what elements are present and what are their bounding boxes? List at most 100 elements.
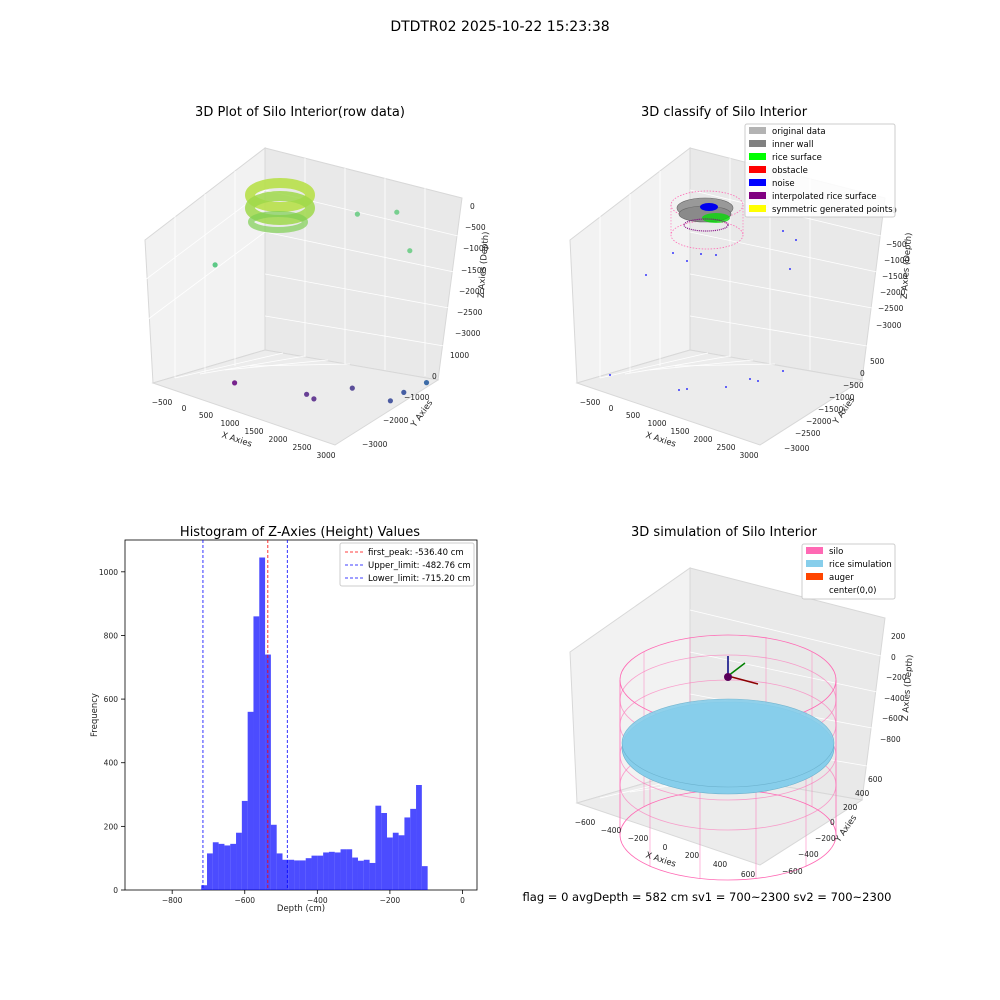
legend-label: rice surface	[772, 153, 822, 163]
tick-label: 1000	[450, 351, 469, 360]
tick-label: −600	[882, 714, 903, 723]
histogram-bar	[357, 860, 364, 890]
histogram-bar	[392, 832, 399, 890]
tick-label: −500	[465, 223, 486, 232]
scatter-point	[401, 389, 407, 395]
simulation-title: 3D simulation of Silo Interior	[631, 525, 818, 540]
histogram-bar	[230, 843, 237, 890]
simulation-zticks: 200 0 −200 −400 −600 −800	[880, 632, 907, 744]
tick-label: −1000	[404, 393, 430, 402]
noise-point	[782, 370, 784, 372]
noise-point	[645, 274, 647, 276]
noise-point	[789, 268, 791, 270]
tick-label: 200	[685, 851, 700, 860]
tick-label: 1500	[244, 427, 263, 436]
histogram-title: Histogram of Z-Axies (Height) Values	[180, 525, 420, 540]
tick-label: 3000	[316, 451, 335, 460]
tick-label: 0	[460, 896, 465, 905]
tick-label: 1000	[99, 568, 118, 577]
tick-label: −1500	[461, 266, 487, 275]
tick-label: −2000	[459, 287, 485, 296]
tick-label: 1000	[220, 419, 239, 428]
histogram-bar	[224, 845, 231, 890]
scatter-point	[212, 262, 218, 268]
tick-label: −400	[601, 826, 622, 835]
legend-label: rice simulation	[829, 560, 892, 570]
panel-raw-data: 3D Plot of Silo Interior(row data) −500 …	[144, 105, 491, 460]
tick-label: 2500	[716, 443, 735, 452]
tick-label: 600	[104, 695, 119, 704]
histogram-ylabel: Frequency	[90, 693, 100, 737]
tick-label: −500	[886, 240, 907, 249]
classify-yticks: 500 0 −500 −1000 −1500 −2000 −2500 −3000	[784, 357, 885, 453]
histogram-xticks: −800 −600 −400 −200 0	[162, 890, 465, 905]
noise-point	[609, 374, 611, 376]
histogram-bar	[253, 616, 260, 890]
legend-swatch	[749, 127, 766, 134]
tick-label: −600	[575, 818, 596, 827]
noise-point	[715, 254, 717, 256]
legend-swatch	[806, 547, 823, 554]
histogram-plot-area	[124, 539, 478, 891]
classify-legend: original data inner wall rice surface obsta…	[744, 123, 896, 218]
tick-label: −2000	[880, 288, 906, 297]
histogram-bar	[317, 855, 324, 890]
tick-label: 500	[199, 411, 214, 420]
tick-label: −500	[152, 398, 173, 407]
tick-label: −400	[884, 694, 905, 703]
tick-label: 500	[870, 357, 885, 366]
simulation-xticks: −600 −400 −200 0 200 400 600	[575, 818, 756, 879]
raw-data-points	[212, 209, 430, 404]
simulation-rice-surface	[621, 698, 835, 795]
classify-zlabel: Z Axies (Depth)	[900, 232, 915, 299]
noise-point	[686, 260, 688, 262]
legend-swatch	[806, 573, 823, 580]
legend-label: auger	[829, 573, 854, 583]
legend-label: original data	[772, 127, 826, 137]
tick-label: 0	[663, 843, 668, 852]
legend-swatch	[749, 192, 766, 199]
raw-data-yticks: 1000 0 −1000 −2000 −3000	[362, 351, 469, 449]
tick-label: 600	[741, 870, 756, 879]
histogram-bar	[276, 853, 283, 890]
tick-label: −3000	[784, 444, 810, 453]
histogram-bar	[346, 849, 353, 890]
raw-data-xticks: −500 0 500 1000 1500 2000 2500 3000	[152, 398, 336, 460]
raw-data-axes-box	[144, 146, 463, 446]
histogram-legend: first_peak: -536.40 cm Upper_limit: -482.…	[339, 542, 475, 587]
tick-label: −2000	[806, 417, 832, 426]
noise-point	[725, 386, 727, 388]
tick-label: −200	[886, 673, 907, 682]
histogram-bar	[421, 866, 428, 890]
scatter-point	[232, 380, 238, 386]
tick-label: −800	[162, 896, 183, 905]
legend-swatch	[749, 166, 766, 173]
histogram-vlines	[202, 540, 288, 890]
figure-suptitle: DTDTR02 2025-10-22 15:23:38	[390, 19, 609, 35]
scatter-point	[349, 385, 355, 391]
noise-point	[686, 388, 688, 390]
raw-data-ring	[245, 178, 315, 233]
legend-swatch	[749, 140, 766, 147]
simulation-auger	[724, 656, 759, 685]
tick-label: −1000	[829, 393, 855, 402]
tick-label: 0	[891, 653, 896, 662]
tick-label: 0	[860, 369, 865, 378]
scatter-point	[423, 380, 430, 386]
tick-label: −200	[815, 834, 836, 843]
tick-label: −3000	[876, 321, 902, 330]
tick-label: 2000	[693, 435, 712, 444]
histogram-bar	[369, 862, 376, 890]
simulation-yticks: 600 400 200 0 −200 −400 −600	[782, 775, 883, 876]
tick-label: −1500	[818, 405, 844, 414]
tick-label: −200	[380, 896, 401, 905]
histogram-bar	[294, 860, 300, 890]
histogram-bar	[311, 855, 318, 890]
legend-swatch	[749, 205, 766, 212]
histogram-bar	[218, 843, 225, 890]
legend-swatch	[806, 560, 823, 567]
panel-classify: 3D classify of Silo Interior −500 0 500 …	[569, 105, 915, 460]
legend-label: noise	[772, 179, 795, 189]
simulation-ylabel: Y Axies	[833, 813, 860, 845]
